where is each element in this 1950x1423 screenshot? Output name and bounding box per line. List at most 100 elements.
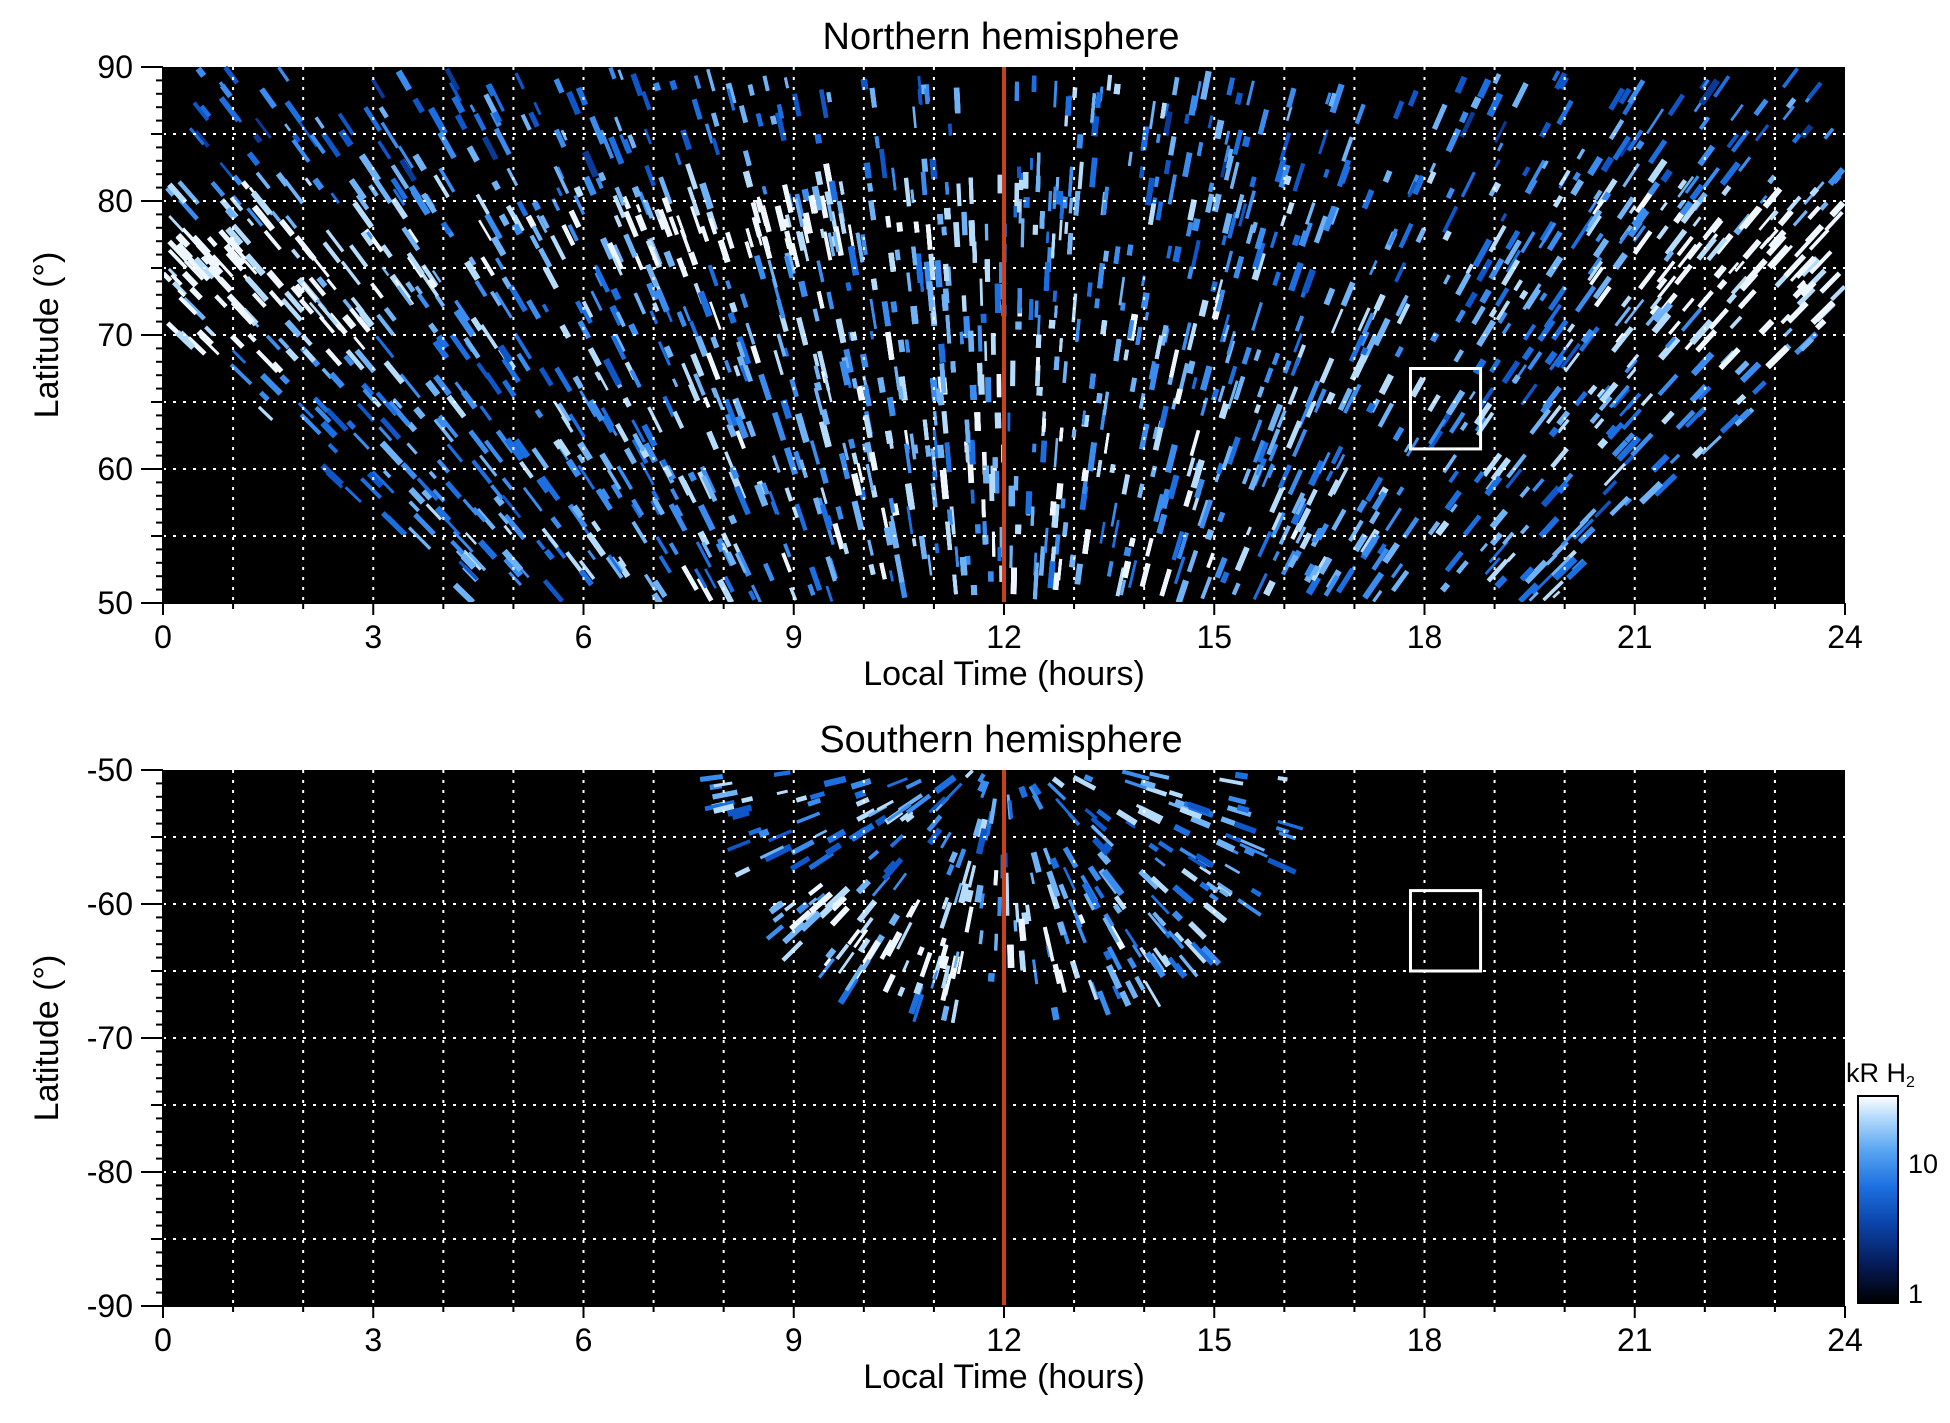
emission-streak [1738, 156, 1752, 173]
emission-streak [825, 556, 837, 581]
emission-streak [1556, 99, 1574, 126]
emission-streak [1382, 169, 1393, 183]
emission-streak [1554, 72, 1568, 90]
emission-streak [669, 80, 678, 91]
emission-streak [933, 411, 938, 426]
emission-streak [726, 423, 737, 438]
emission-streak [603, 358, 622, 387]
emission-streak [367, 471, 384, 488]
emission-streak [1618, 230, 1630, 245]
emission-streak [1488, 308, 1498, 319]
emission-streak [1489, 508, 1508, 530]
emission-streak [371, 470, 395, 494]
emission-streak [478, 219, 493, 242]
emission-streak [1426, 170, 1437, 184]
emission-streak [214, 294, 228, 308]
emission-streak [256, 349, 279, 374]
emission-streak [1100, 319, 1108, 335]
emission-streak [1622, 454, 1635, 467]
emission-streak [231, 223, 252, 246]
emission-streak [453, 309, 476, 338]
emission-streak [421, 192, 437, 214]
emission-streak [1221, 234, 1228, 246]
emission-streak [658, 555, 672, 574]
emission-streak [1476, 258, 1493, 282]
emission-streak [1785, 97, 1797, 109]
emission-streak [969, 384, 977, 401]
emission-streak [1453, 349, 1464, 363]
emission-streak [1502, 531, 1515, 546]
emission-streak [587, 398, 605, 423]
emission-streak [1121, 474, 1131, 495]
emission-streak [1053, 438, 1059, 468]
emission-streak [1067, 166, 1074, 197]
emission-streak [801, 188, 811, 202]
emission-streak [541, 303, 550, 313]
emission-streak [1456, 560, 1469, 575]
emission-streak [1428, 418, 1447, 445]
emission-streak [1701, 79, 1710, 89]
emission-streak [984, 341, 988, 362]
emission-streak [1459, 421, 1469, 432]
emission-streak [708, 217, 718, 235]
emission-streak [1552, 70, 1560, 82]
emission-streak [1716, 279, 1728, 291]
emission-streak [181, 270, 199, 288]
emission-streak [1191, 240, 1201, 267]
emission-streak [690, 353, 705, 378]
emission-streak [674, 152, 682, 166]
emission-streak [1283, 175, 1292, 186]
emission-streak [1301, 268, 1316, 294]
emission-streak [1520, 231, 1536, 254]
emission-streak [839, 452, 851, 480]
emission-streak [390, 177, 408, 201]
emission-streak [795, 503, 808, 531]
emission-streak [413, 406, 426, 420]
emission-streak [1500, 213, 1508, 222]
emission-streak [345, 349, 365, 371]
emission-streak [643, 128, 652, 145]
emission-streak [576, 453, 586, 464]
emission-streak [1291, 492, 1306, 515]
emission-streak [1527, 351, 1543, 371]
emission-streak [416, 477, 439, 501]
emission-streak [643, 199, 654, 219]
emission-streak [559, 324, 572, 339]
emission-streak [917, 76, 923, 105]
emission-streak [1160, 102, 1167, 119]
emission-streak [1602, 479, 1618, 496]
emission-streak [1538, 222, 1557, 249]
emission-streak [1612, 135, 1632, 161]
emission-streak [1229, 161, 1240, 189]
emission-streak [1245, 190, 1256, 220]
emission-streak [1361, 312, 1375, 335]
emission-streak [491, 110, 502, 123]
emission-streak [1686, 241, 1703, 261]
emission-streak [679, 229, 692, 253]
emission-streak [1167, 474, 1180, 500]
emission-streak [1460, 171, 1476, 198]
emission-streak [632, 432, 646, 452]
emission-streak [868, 564, 876, 576]
emission-streak [1523, 323, 1536, 341]
emission-streak [1767, 174, 1777, 185]
emission-streak [1653, 301, 1673, 324]
emission-streak [1587, 256, 1603, 276]
emission-streak [1605, 424, 1617, 436]
emission-streak [1675, 409, 1696, 431]
emission-streak [739, 293, 749, 309]
emission-streak [697, 530, 710, 547]
emission-streak [194, 130, 210, 148]
emission-streak [842, 442, 850, 461]
emission-streak [251, 204, 276, 232]
emission-streak [1614, 306, 1632, 327]
emission-streak [1442, 229, 1452, 242]
emission-streak [225, 226, 244, 246]
emission-streak [761, 185, 768, 195]
emission-streak [1708, 307, 1729, 330]
emission-streak [843, 348, 854, 373]
emission-streak [266, 270, 278, 282]
emission-streak [387, 400, 411, 427]
emission-streak [1560, 343, 1581, 369]
emission-streak [1221, 212, 1233, 235]
